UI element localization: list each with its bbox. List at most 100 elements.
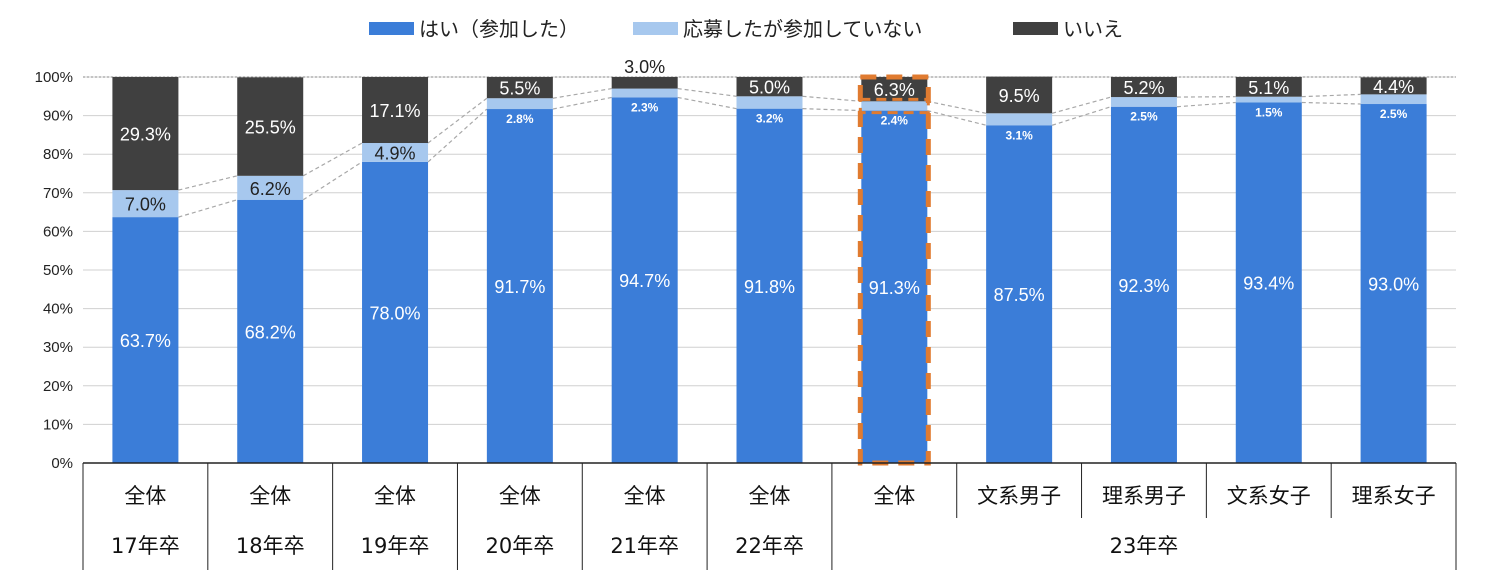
legend-label: いいえ	[1063, 17, 1123, 41]
y-tick-label: 80%	[43, 146, 73, 163]
data-label: 3.1%	[1005, 128, 1033, 142]
x-tick-label: 文系女子	[1227, 484, 1311, 508]
x-group-label: 22年卒	[735, 534, 804, 558]
x-tick-label: 全体	[624, 484, 666, 508]
x-tick-label: 理系男子	[1102, 484, 1186, 508]
bar-segment	[237, 199, 304, 464]
x-group-label: 20年卒	[485, 534, 554, 558]
bar-segment	[736, 108, 803, 463]
bar-segment	[986, 113, 1053, 126]
data-label: 5.2%	[1123, 78, 1164, 98]
x-tick-label: 全体	[374, 484, 416, 508]
connector-line	[302, 142, 363, 177]
bar-segment	[1360, 77, 1427, 95]
connector-line	[427, 108, 488, 163]
highlight-inner-box	[858, 97, 930, 115]
bar-segment	[486, 98, 553, 110]
connector-line	[927, 109, 987, 126]
data-label: 2.5%	[1130, 110, 1158, 124]
bar-segment	[237, 175, 304, 200]
bar-segment	[611, 77, 678, 89]
legend-swatch	[633, 22, 678, 35]
data-label: 93.0%	[1368, 275, 1419, 295]
bar-segment	[986, 125, 1053, 463]
data-label: 92.3%	[1118, 276, 1169, 296]
bars	[112, 76, 1427, 464]
bar-segment	[112, 77, 179, 191]
data-label: 1.5%	[1255, 105, 1283, 119]
data-label: 2.5%	[1380, 107, 1408, 121]
bar-segment	[1110, 97, 1177, 107]
y-tick-label: 90%	[43, 108, 73, 125]
bar-segment	[1360, 104, 1427, 464]
data-label: 7.0%	[125, 195, 166, 215]
data-label: 6.2%	[250, 179, 291, 199]
bar-segment	[486, 77, 553, 99]
y-tick-label: 10%	[43, 416, 73, 433]
bar-segment	[861, 101, 928, 111]
x-tick-label: 全体	[873, 484, 915, 508]
data-label: 91.3%	[869, 278, 920, 298]
legend-label: 応募したが参加していない	[683, 17, 922, 41]
bar-segment	[1235, 77, 1302, 97]
data-label: 93.4%	[1243, 274, 1294, 294]
data-label: 4.4%	[1373, 77, 1414, 97]
data-label: 29.3%	[120, 125, 171, 145]
data-label: 3.2%	[756, 112, 784, 126]
bar-segment	[1110, 106, 1177, 464]
connector-line	[677, 96, 737, 110]
bar-segment	[112, 217, 179, 463]
connector-line	[677, 87, 737, 97]
data-label: 5.5%	[499, 79, 540, 99]
bar-segment	[112, 190, 179, 218]
connector-line	[1301, 101, 1361, 105]
x-group-label: 23年卒	[1110, 534, 1179, 558]
data-label: 17.1%	[370, 101, 421, 121]
highlight-box	[857, 74, 931, 466]
bar-segment	[486, 109, 553, 464]
connector-line	[178, 175, 238, 191]
connector-line	[1051, 106, 1112, 126]
data-label: 5.1%	[1248, 78, 1289, 98]
x-tick-label: 全体	[124, 484, 166, 508]
data-label: 9.5%	[999, 86, 1040, 106]
y-tick-label: 30%	[43, 339, 73, 356]
bar-segment	[611, 88, 678, 98]
bar-segment	[362, 77, 429, 144]
x-tick-label: 全体	[749, 484, 791, 508]
x-group-label: 17年卒	[111, 534, 180, 558]
data-label: 2.8%	[506, 112, 534, 126]
bar-segment	[362, 161, 429, 464]
data-label: 2.3%	[631, 100, 659, 114]
connector-line	[178, 199, 238, 218]
bar-segment	[736, 77, 803, 97]
series-connectors	[178, 87, 1361, 218]
bar-segment	[736, 96, 803, 109]
connector-line	[1051, 96, 1112, 114]
y-tick-label: 20%	[43, 378, 73, 395]
bar-segment	[986, 76, 1053, 114]
data-label: 2.4%	[881, 114, 909, 128]
data-label: 87.5%	[994, 285, 1045, 305]
connector-line	[802, 108, 862, 112]
y-axis-ticks: 0% 10% 20% 30% 40% 50% 60% 70% 80% 90% 100%	[35, 69, 73, 472]
data-label: 91.7%	[494, 277, 545, 297]
connector-line	[552, 96, 612, 110]
x-tick-label: 理系女子	[1352, 484, 1436, 508]
data-label: 4.9%	[375, 143, 416, 163]
bar-segment	[1235, 96, 1302, 103]
connector-line	[427, 97, 488, 144]
data-label: 91.8%	[744, 277, 795, 297]
x-tick-label: 全体	[499, 484, 541, 508]
y-tick-label: 100%	[35, 69, 73, 86]
data-label: 6.3%	[874, 80, 915, 100]
data-label: 94.7%	[619, 271, 670, 291]
bar-segment	[1235, 102, 1302, 463]
data-label: 5.0%	[749, 78, 790, 98]
y-tick-label: 60%	[43, 223, 73, 240]
y-tick-label: 40%	[43, 301, 73, 318]
data-label: 68.2%	[245, 322, 296, 342]
connector-line	[552, 87, 612, 99]
data-label: 78.0%	[370, 303, 421, 323]
